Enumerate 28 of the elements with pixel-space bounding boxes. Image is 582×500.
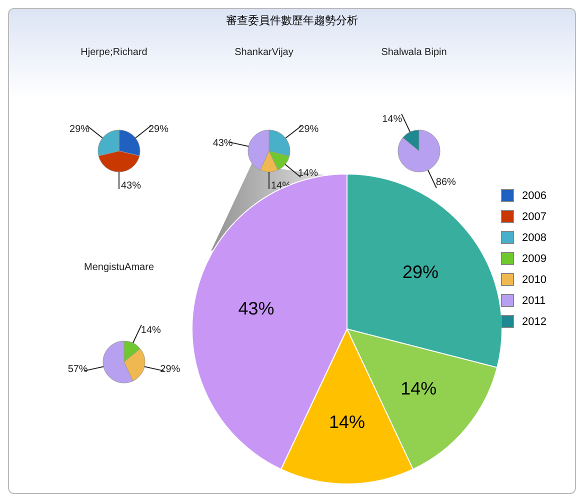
data-label: 29% [70,124,90,135]
data-label: 14% [140,324,162,336]
legend-label: 2008 [522,232,546,244]
legend-label: 2006 [522,190,546,202]
data-label: 57% [68,364,88,376]
legend-label: 2009 [522,252,546,264]
data-label: 14% [400,378,437,398]
data-label: 29% [148,124,169,135]
chart-subtitle: Shalwala Bipin [380,47,448,58]
chart-title: 審查委員件數歷年趨勢分析 [225,14,359,28]
data-label: 29% [160,364,180,376]
data-label: 29% [298,124,319,136]
data-label: 43% [121,180,142,192]
legend-label: 2012 [522,316,546,328]
pie-slice [398,130,440,172]
data-label: 43% [212,138,233,149]
data-label: 29% [402,262,438,282]
data-label: 14% [382,114,402,125]
chart-subtitle: ShankarVijay [234,47,294,58]
data-label: 86% [436,177,456,188]
legend-label: 2007 [522,210,546,222]
legend-label: 2010 [522,274,546,286]
data-label: 43% [238,298,274,319]
chart-subtitle: MengistuAmare [82,262,156,273]
data-label: 14% [298,168,318,179]
legend-label: 2011 [522,294,546,306]
data-label: 14% [328,412,366,432]
chart-subtitle: Hjerpe;Richard [80,47,148,58]
